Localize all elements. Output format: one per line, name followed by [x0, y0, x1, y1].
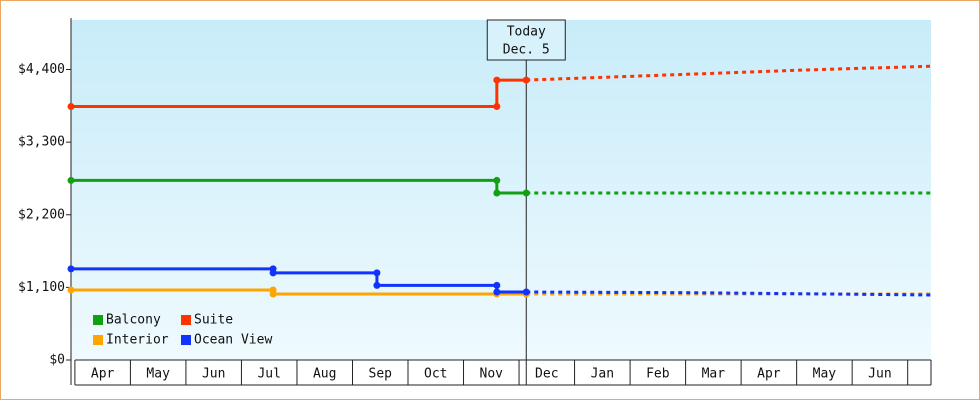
price-point [373, 281, 381, 289]
legend-label: Interior [106, 333, 169, 348]
price-point [493, 102, 501, 110]
x-tick-label: May [813, 367, 837, 382]
y-tick-label: $3,300 [18, 135, 65, 150]
legend-swatch [93, 335, 103, 345]
price-point [493, 76, 501, 84]
x-tick-label: Apr [757, 367, 781, 382]
today-label: Today [507, 25, 546, 40]
plot-area [71, 20, 931, 360]
price-point [373, 269, 381, 277]
price-line [71, 78, 527, 108]
price-point [67, 176, 75, 184]
price-point [493, 176, 501, 184]
price-point [493, 288, 501, 296]
legend-swatch [181, 315, 191, 325]
legend-label: Suite [194, 313, 233, 328]
today-box [486, 19, 566, 61]
today-label: Dec. 5 [503, 43, 550, 58]
x-tick-label: Jan [591, 367, 614, 382]
legend-label: Ocean View [194, 333, 272, 348]
x-tick-label: Oct [424, 367, 447, 382]
price-point [67, 102, 75, 110]
x-tick-label: Jul [257, 367, 280, 382]
x-tick-label: Aug [313, 367, 336, 382]
y-tick-label: $0 [49, 353, 65, 368]
legend-swatch [93, 315, 103, 325]
x-tick-label: Jun [202, 367, 225, 382]
price-point [493, 281, 501, 289]
price-point [493, 189, 501, 197]
y-tick-label: $2,200 [18, 207, 65, 222]
forecast-line [526, 64, 932, 82]
x-tick-label: Nov [480, 367, 504, 382]
x-tick-label: Dec [535, 367, 558, 382]
price-point [67, 286, 75, 294]
price-point [522, 189, 530, 197]
forecast-line [526, 290, 932, 297]
price-point [269, 269, 277, 277]
x-tick-label: Sep [369, 367, 393, 382]
price-line [71, 178, 527, 195]
y-tick-label: $1,100 [18, 280, 65, 295]
price-point [522, 288, 530, 296]
x-tick-label: Apr [91, 367, 115, 382]
legend-swatch [181, 335, 191, 345]
x-tick-label: Feb [646, 367, 670, 382]
x-tick-label: Jun [868, 367, 891, 382]
y-tick-label: $4,400 [18, 62, 65, 77]
price-point [269, 290, 277, 298]
price-point [67, 265, 75, 273]
price-point [522, 76, 530, 84]
x-tick-label: May [146, 367, 170, 382]
x-tick-label: Mar [702, 367, 726, 382]
legend-label: Balcony [106, 313, 161, 328]
